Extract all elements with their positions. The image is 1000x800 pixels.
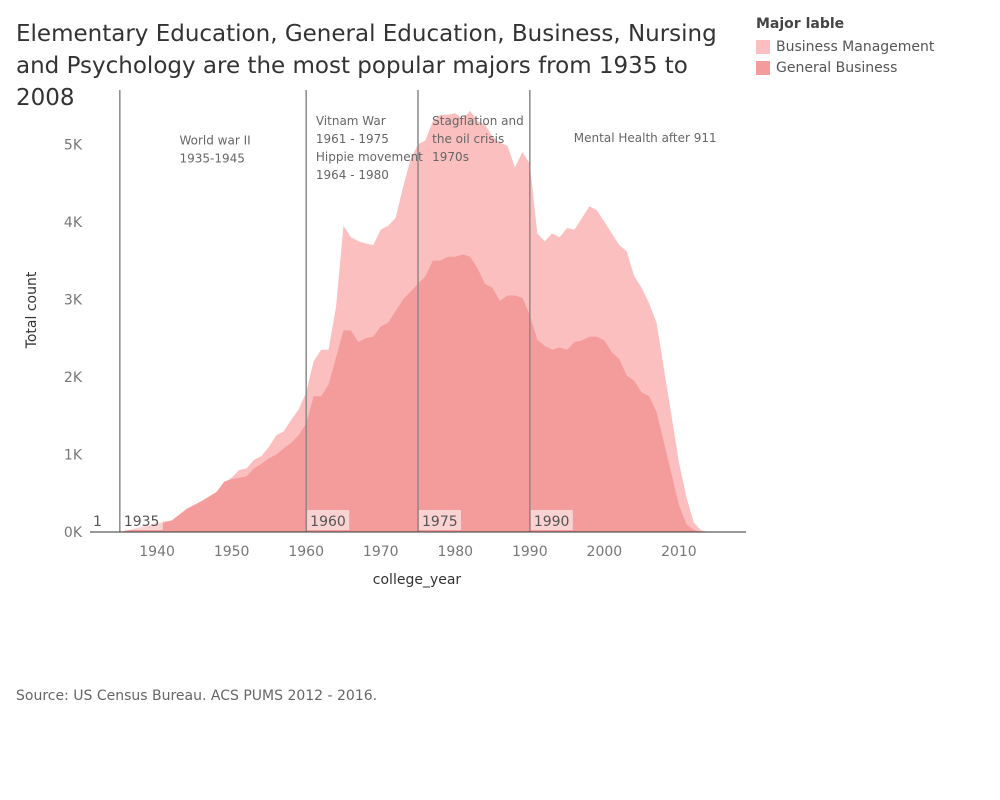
- legend-label-business-management: Business Management: [776, 38, 935, 55]
- annotation-line: Hippie movement: [316, 150, 423, 164]
- x-tick-label: 1940: [139, 544, 175, 560]
- annotation-line: Stagflation and: [432, 114, 524, 128]
- annotation-line: Mental Health after 911: [574, 131, 717, 145]
- legend-label-general-business: General Business: [776, 59, 898, 76]
- reference-label-bg-1975: [419, 510, 461, 530]
- y-tick-label: 0K: [64, 525, 83, 541]
- y-tick-label: 4K: [64, 215, 83, 231]
- annotation-line: 1935-1945: [179, 151, 244, 165]
- y-tick-label: 1K: [64, 447, 83, 463]
- x-tick-label: 1980: [437, 544, 473, 560]
- reference-lines: 1935 1960 1975 1990 1: [93, 90, 573, 532]
- reference-label-1935: 1935: [124, 514, 160, 530]
- annotation: World war II 1935-1945: [179, 133, 250, 165]
- y-tick-label: 5K: [64, 137, 83, 153]
- annotation-line: the oil crisis: [432, 132, 504, 146]
- x-tick-label: 1970: [363, 544, 399, 560]
- reference-label-bg-1935: [120, 510, 163, 530]
- reference-label-1975: 1975: [422, 514, 458, 530]
- annotation-line: World war II: [179, 133, 250, 147]
- annotation-line: Vitnam War: [316, 114, 386, 128]
- annotation: Stagflation and the oil crisis 1970s: [432, 114, 524, 164]
- legend-title: Major lable: [756, 16, 845, 32]
- x-tick-label: 1960: [288, 544, 324, 560]
- x-axis-title: college_year: [373, 572, 462, 588]
- x-tick-label: 1950: [214, 544, 250, 560]
- x-tick-label: 2010: [661, 544, 697, 560]
- reference-label-bg-1990: [530, 510, 573, 530]
- axes: 1940 1950 1960 1970 1980 1990 2000 2010 0K 1K 2K 3K…: [64, 137, 746, 560]
- y-tick-label: 3K: [64, 292, 83, 308]
- legend-swatch-general-business: [756, 60, 770, 75]
- annotation: Vitnam War 1961 - 1975 Hippie movement 1964…: [316, 114, 423, 182]
- annotation-line: 1964 - 1980: [316, 168, 389, 182]
- annotations: World war II 1935-1945 Vitnam War 1961 - 19…: [179, 114, 716, 182]
- legend-swatch-business-management: [756, 39, 770, 54]
- corner-label: 1: [93, 514, 102, 530]
- x-tick-label: 1990: [512, 544, 548, 560]
- y-axis-title: Total count: [24, 271, 40, 349]
- reference-label-1960: 1960: [310, 514, 346, 530]
- chart-title: Elementary Education, General Education,…: [16, 21, 717, 111]
- annotation: Mental Health after 911: [574, 131, 717, 145]
- annotation-line: 1961 - 1975: [316, 132, 389, 146]
- x-tick-label: 2000: [587, 544, 623, 560]
- reference-label-1990: 1990: [534, 514, 570, 530]
- y-tick-label: 2K: [64, 370, 83, 386]
- annotation-line: 1970s: [432, 150, 469, 164]
- reference-label-bg-1960: [307, 510, 350, 530]
- legend: Major lable Business Management General …: [756, 16, 934, 78]
- source-note: Source: US Census Bureau. ACS PUMS 2012 …: [16, 688, 378, 704]
- legend-item-general-business[interactable]: General Business: [756, 57, 934, 78]
- legend-item-business-management[interactable]: Business Management: [756, 36, 934, 57]
